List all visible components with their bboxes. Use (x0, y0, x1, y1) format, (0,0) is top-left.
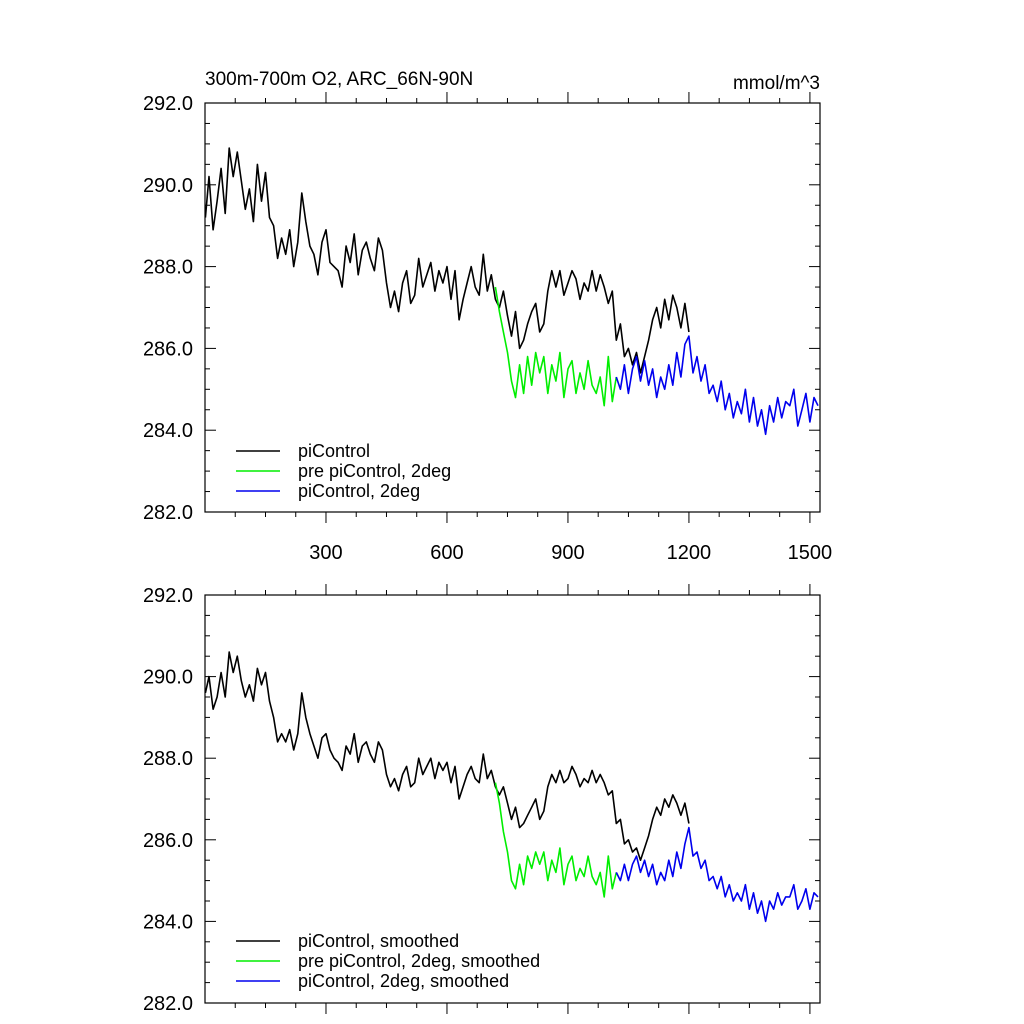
y-tick-label: 286.0 (143, 830, 193, 852)
series-line-pre-picontrol-2deg (494, 286, 618, 407)
y-tick-label: 282.0 (143, 502, 193, 524)
y-tick-label: 290.0 (143, 667, 193, 689)
y-tick-label: 284.0 (143, 420, 193, 442)
series-line-picontrol-2deg-smoothed (615, 826, 819, 923)
legend-label: pre piControl, 2deg, smoothed (298, 951, 540, 971)
legend-label: piControl, smoothed (298, 931, 459, 951)
y-tick-label: 292.0 (143, 93, 193, 115)
legend-label: piControl (298, 441, 370, 461)
y-tick-label: 284.0 (143, 911, 193, 933)
y-tick-label: 286.0 (143, 338, 193, 360)
y-tick-label: 292.0 (143, 585, 193, 607)
y-tick-label: 290.0 (143, 175, 193, 197)
units-label: mmol/m^3 (733, 73, 820, 94)
y-tick-label: 288.0 (143, 257, 193, 279)
y-tick-label: 282.0 (143, 993, 193, 1015)
series-line-pre-picontrol-2deg-smoothed (494, 782, 618, 898)
legend-label: piControl, 2deg, smoothed (298, 971, 509, 991)
chart-panel-bottom: 282.0 284.0 286.0 288.0 290.0 292.0 piControl,… (143, 584, 821, 1015)
series-line-picontrol-smoothed (205, 651, 690, 861)
legend-label: pre piControl, 2deg (298, 461, 451, 481)
x-tick-label: 900 (551, 542, 584, 564)
series-group (205, 147, 819, 436)
series-group (205, 651, 819, 923)
series-line-picontrol (205, 147, 690, 374)
chart-panel-top: 282.0 284.0 286.0 288.0 290.0 292.0 300 600 900 1… (143, 69, 832, 564)
legend-label: piControl, 2deg (298, 481, 420, 501)
x-tick-label: 300 (309, 542, 342, 564)
x-tick-label: 1200 (667, 542, 712, 564)
x-tick-label: 1500 (788, 542, 833, 564)
x-tick-label: 600 (430, 542, 463, 564)
y-tick-label: 288.0 (143, 748, 193, 770)
chart-title: 300m-700m O2, ARC_66N-90N (205, 69, 473, 90)
series-line-picontrol-2deg (615, 335, 819, 436)
